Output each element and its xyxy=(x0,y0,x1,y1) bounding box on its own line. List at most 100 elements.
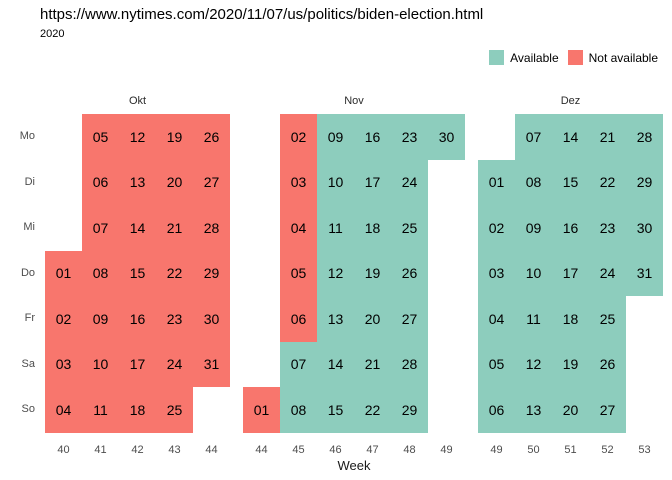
month-label: Nov xyxy=(344,95,364,107)
day-cell: 24 xyxy=(589,250,626,296)
day-cell: 24 xyxy=(391,159,428,205)
week-number-label: 49 xyxy=(440,443,453,456)
day-cell: 14 xyxy=(552,114,589,160)
week-number-label: 50 xyxy=(527,443,540,456)
day-cell: 17 xyxy=(552,250,589,296)
day-cell: 11 xyxy=(82,387,119,433)
week-number-label: 48 xyxy=(403,443,416,456)
week-number-label: 44 xyxy=(205,443,218,456)
week-number-label: 42 xyxy=(131,443,144,456)
day-cell: 10 xyxy=(317,159,354,205)
day-cell: 02 xyxy=(280,114,317,160)
day-cell: 01 xyxy=(478,159,515,205)
available-swatch-icon xyxy=(489,50,505,65)
day-cell: 09 xyxy=(82,296,119,342)
day-cell: 23 xyxy=(391,114,428,160)
x-axis-title: Week xyxy=(337,458,371,473)
week-number-label: 41 xyxy=(94,443,107,456)
day-cell: 14 xyxy=(317,341,354,387)
day-of-week-label: Fr xyxy=(24,312,35,324)
day-cell: 09 xyxy=(515,205,552,251)
day-cell: 30 xyxy=(626,205,663,251)
month-panel-dez: Dez 07 14 21 28 01 08 15 22 29 02 09 16 23 30 03 10 17 24 3… xyxy=(478,95,663,456)
day-cell: 20 xyxy=(156,159,193,205)
day-cell: 27 xyxy=(391,296,428,342)
day-cell: 01 xyxy=(45,250,82,296)
day-cell: 12 xyxy=(119,114,156,160)
day-cell: 23 xyxy=(156,296,193,342)
legend: Available Not available xyxy=(489,50,658,65)
day-cell: 05 xyxy=(478,341,515,387)
day-cell: 26 xyxy=(193,114,230,160)
day-cell: 22 xyxy=(156,250,193,296)
day-cell: 19 xyxy=(156,114,193,160)
day-cell: 17 xyxy=(354,159,391,205)
day-cell: 10 xyxy=(515,250,552,296)
day-of-week-label: So xyxy=(21,403,35,415)
day-of-week-label: Sa xyxy=(21,357,35,370)
day-cell: 16 xyxy=(119,296,156,342)
day-cell: 31 xyxy=(193,341,230,387)
day-cell: 22 xyxy=(589,159,626,205)
day-cell: 03 xyxy=(280,159,317,205)
day-cell: 14 xyxy=(119,205,156,251)
day-cell: 04 xyxy=(478,296,515,342)
week-number-label: 53 xyxy=(638,443,651,456)
day-cell: 21 xyxy=(156,205,193,251)
legend-item-available: Available xyxy=(489,50,559,65)
day-cell: 05 xyxy=(280,250,317,296)
day-cell: 19 xyxy=(354,250,391,296)
day-of-week-label: Do xyxy=(20,266,35,279)
day-cell: 16 xyxy=(552,205,589,251)
week-number-label: 49 xyxy=(490,443,503,456)
day-cell: 13 xyxy=(119,159,156,205)
day-cell: 08 xyxy=(280,387,317,433)
day-of-week-label: Mo xyxy=(19,130,35,142)
day-cell: 21 xyxy=(589,114,626,160)
day-cell: 01 xyxy=(243,387,280,433)
day-cell: 24 xyxy=(156,341,193,387)
day-cell: 30 xyxy=(428,114,465,160)
day-cell: 06 xyxy=(82,159,119,205)
day-cell: 25 xyxy=(391,205,428,251)
week-number-label: 47 xyxy=(366,443,379,456)
day-cell: 27 xyxy=(589,387,626,433)
week-number-label: 44 xyxy=(255,443,268,456)
day-cell: 29 xyxy=(391,387,428,433)
month-label: Okt xyxy=(128,95,147,107)
day-cell: 12 xyxy=(317,250,354,296)
day-cell: 20 xyxy=(552,387,589,433)
week-number-label: 51 xyxy=(564,443,577,456)
day-cell: 11 xyxy=(317,205,354,251)
day-cell: 13 xyxy=(317,296,354,342)
week-number-label: 46 xyxy=(329,443,342,456)
day-cell: 05 xyxy=(82,114,119,160)
day-cell: 23 xyxy=(589,205,626,251)
day-cell: 29 xyxy=(193,250,230,296)
day-cell: 12 xyxy=(515,341,552,387)
day-of-week-label: Mi xyxy=(23,221,35,233)
day-cell: 18 xyxy=(552,296,589,342)
day-cell: 15 xyxy=(119,250,156,296)
month-panel-nov: Nov 02 09 16 23 30 03 10 17 24 04 11 18 25 05 12 19 26 06 1… xyxy=(243,95,465,456)
day-cell: 17 xyxy=(119,341,156,387)
week-number-label: 43 xyxy=(168,443,181,456)
day-cell: 02 xyxy=(45,296,82,342)
day-cell: 30 xyxy=(193,296,230,342)
day-cell: 26 xyxy=(589,341,626,387)
day-cell: 15 xyxy=(317,387,354,433)
day-cell: 22 xyxy=(354,387,391,433)
legend-label-available: Available xyxy=(510,50,559,65)
day-cell: 26 xyxy=(391,250,428,296)
day-cell: 07 xyxy=(515,114,552,160)
day-cell: 20 xyxy=(354,296,391,342)
day-cell: 28 xyxy=(626,114,663,160)
day-cell: 07 xyxy=(82,205,119,251)
day-cell: 21 xyxy=(354,341,391,387)
day-cell: 16 xyxy=(354,114,391,160)
day-cell: 06 xyxy=(478,387,515,433)
day-cell: 06 xyxy=(280,296,317,342)
month-label: Dez xyxy=(560,95,581,107)
day-cell: 11 xyxy=(515,296,552,342)
